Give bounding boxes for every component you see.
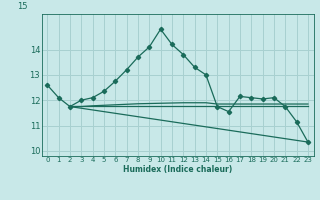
X-axis label: Humidex (Indice chaleur): Humidex (Indice chaleur) <box>123 165 232 174</box>
Text: 15: 15 <box>17 2 27 11</box>
